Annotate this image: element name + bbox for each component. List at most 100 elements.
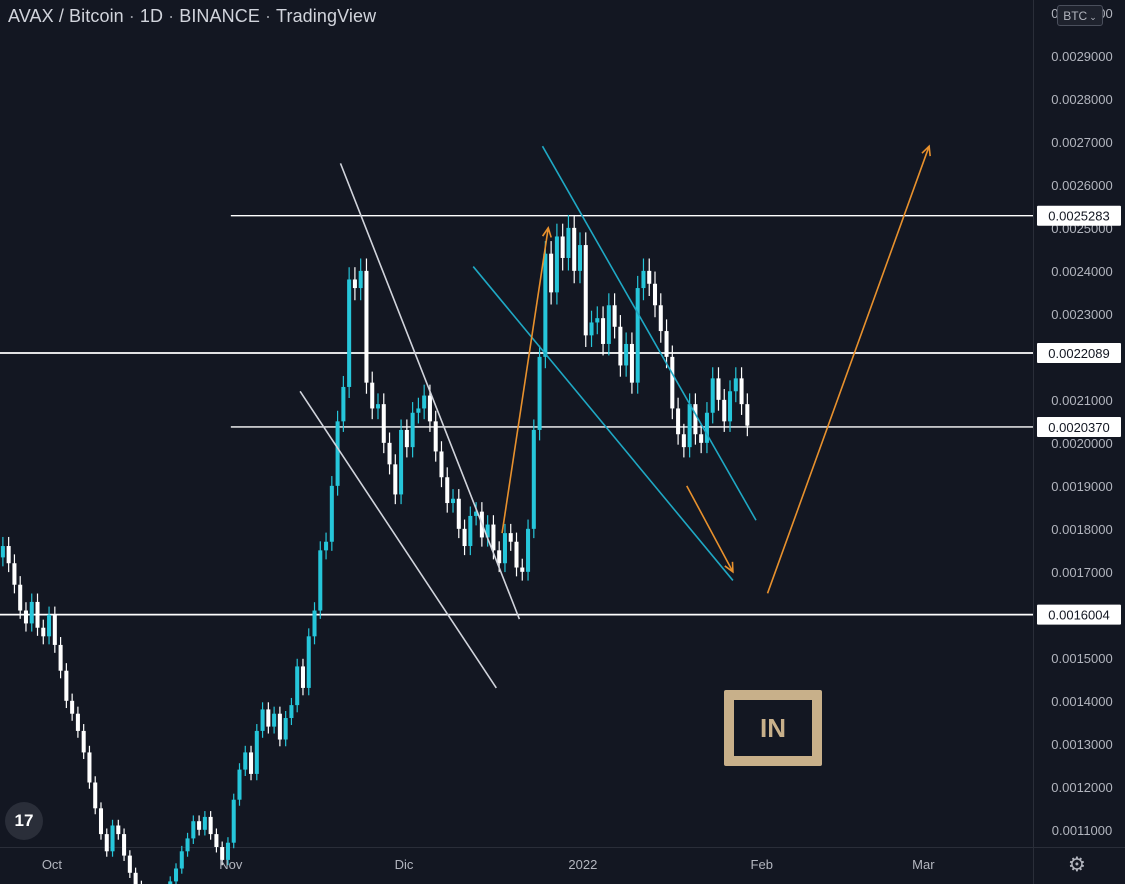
candle[interactable] — [104, 828, 109, 857]
candle[interactable] — [502, 523, 507, 573]
candle[interactable] — [133, 867, 138, 884]
candle[interactable] — [670, 345, 675, 420]
candle[interactable] — [456, 489, 461, 539]
candle[interactable] — [237, 763, 242, 806]
candle[interactable] — [647, 258, 652, 296]
candle[interactable] — [664, 319, 669, 369]
candle[interactable] — [352, 267, 357, 301]
channel-trendline[interactable] — [541, 145, 757, 521]
candle[interactable] — [514, 532, 519, 577]
candle[interactable] — [439, 441, 444, 488]
candle[interactable] — [704, 402, 709, 454]
candle[interactable] — [23, 602, 28, 632]
candle[interactable] — [52, 606, 57, 653]
channel-trendline[interactable] — [472, 266, 734, 581]
candle[interactable] — [266, 702, 271, 734]
currency-button[interactable]: BTC ⌄ — [1057, 5, 1103, 26]
gear-icon[interactable]: ⚙ — [1068, 852, 1086, 876]
candle[interactable] — [693, 393, 698, 445]
candle[interactable] — [393, 454, 398, 505]
candle[interactable] — [612, 293, 617, 339]
candle[interactable] — [624, 332, 629, 377]
candle[interactable] — [681, 423, 686, 458]
candle[interactable] — [335, 410, 340, 496]
candle[interactable] — [745, 393, 750, 437]
candle[interactable] — [47, 606, 52, 645]
candle[interactable] — [416, 397, 421, 424]
candle[interactable] — [202, 811, 207, 836]
candle[interactable] — [81, 724, 86, 760]
candle[interactable] — [462, 519, 467, 556]
projection-arrow[interactable] — [501, 226, 552, 534]
wedge-trendline[interactable] — [339, 163, 521, 620]
candle[interactable] — [75, 706, 80, 738]
wedge-trendline[interactable] — [299, 390, 497, 689]
candle[interactable] — [601, 306, 606, 356]
candle[interactable] — [699, 423, 704, 454]
candle[interactable] — [260, 702, 265, 738]
candle[interactable] — [312, 602, 317, 645]
candle[interactable] — [722, 389, 727, 432]
candle[interactable] — [445, 467, 450, 513]
candle[interactable] — [0, 536, 5, 567]
candle[interactable] — [306, 628, 311, 696]
candle[interactable] — [485, 515, 490, 547]
candle[interactable] — [543, 241, 548, 369]
candle[interactable] — [185, 832, 190, 857]
candle[interactable] — [87, 745, 92, 789]
candle[interactable] — [508, 523, 513, 551]
candle[interactable] — [589, 310, 594, 347]
candle[interactable] — [243, 745, 248, 777]
candle[interactable] — [652, 271, 658, 318]
candle[interactable] — [572, 214, 577, 284]
candle[interactable] — [116, 819, 121, 840]
candle[interactable] — [347, 267, 352, 398]
candle[interactable] — [254, 724, 259, 781]
candle[interactable] — [58, 637, 63, 679]
candle[interactable] — [606, 293, 611, 356]
candle[interactable] — [110, 819, 115, 857]
candle[interactable] — [554, 223, 559, 305]
candle[interactable] — [318, 541, 323, 619]
candle[interactable] — [404, 419, 409, 458]
candle[interactable] — [422, 384, 427, 420]
candle[interactable] — [98, 802, 104, 840]
candle[interactable] — [474, 502, 479, 526]
candle[interactable] — [618, 315, 623, 377]
candle[interactable] — [577, 232, 583, 284]
candle[interactable] — [214, 828, 219, 853]
candle[interactable] — [64, 663, 69, 709]
candle[interactable] — [41, 619, 46, 645]
projection-arrow[interactable] — [766, 144, 931, 594]
candle[interactable] — [277, 706, 282, 747]
candle[interactable] — [289, 697, 294, 726]
candle[interactable] — [93, 776, 98, 815]
candle[interactable] — [168, 876, 173, 884]
candle[interactable] — [387, 432, 392, 475]
candle[interactable] — [231, 793, 236, 849]
candle[interactable] — [173, 863, 179, 884]
candle[interactable] — [537, 345, 542, 441]
candle[interactable] — [399, 419, 404, 505]
candle[interactable] — [450, 489, 456, 513]
candle[interactable] — [676, 397, 681, 445]
candle[interactable] — [658, 293, 663, 343]
candle[interactable] — [358, 258, 363, 301]
candle[interactable] — [208, 811, 213, 840]
tradingview-logo-icon[interactable]: 17 — [5, 802, 43, 840]
candle[interactable] — [12, 554, 17, 594]
candle[interactable] — [733, 367, 738, 403]
candle[interactable] — [272, 706, 277, 734]
candle[interactable] — [70, 693, 75, 721]
candle[interactable] — [410, 402, 415, 458]
symbol-name[interactable]: AVAX / Bitcoin — [8, 6, 124, 26]
candle[interactable] — [329, 476, 334, 551]
candle[interactable] — [341, 375, 346, 432]
candle[interactable] — [197, 815, 202, 836]
candle[interactable] — [300, 658, 305, 696]
candle[interactable] — [526, 519, 531, 581]
candle[interactable] — [381, 393, 386, 454]
interval-label[interactable]: 1D — [139, 6, 164, 26]
candle[interactable] — [468, 506, 473, 556]
